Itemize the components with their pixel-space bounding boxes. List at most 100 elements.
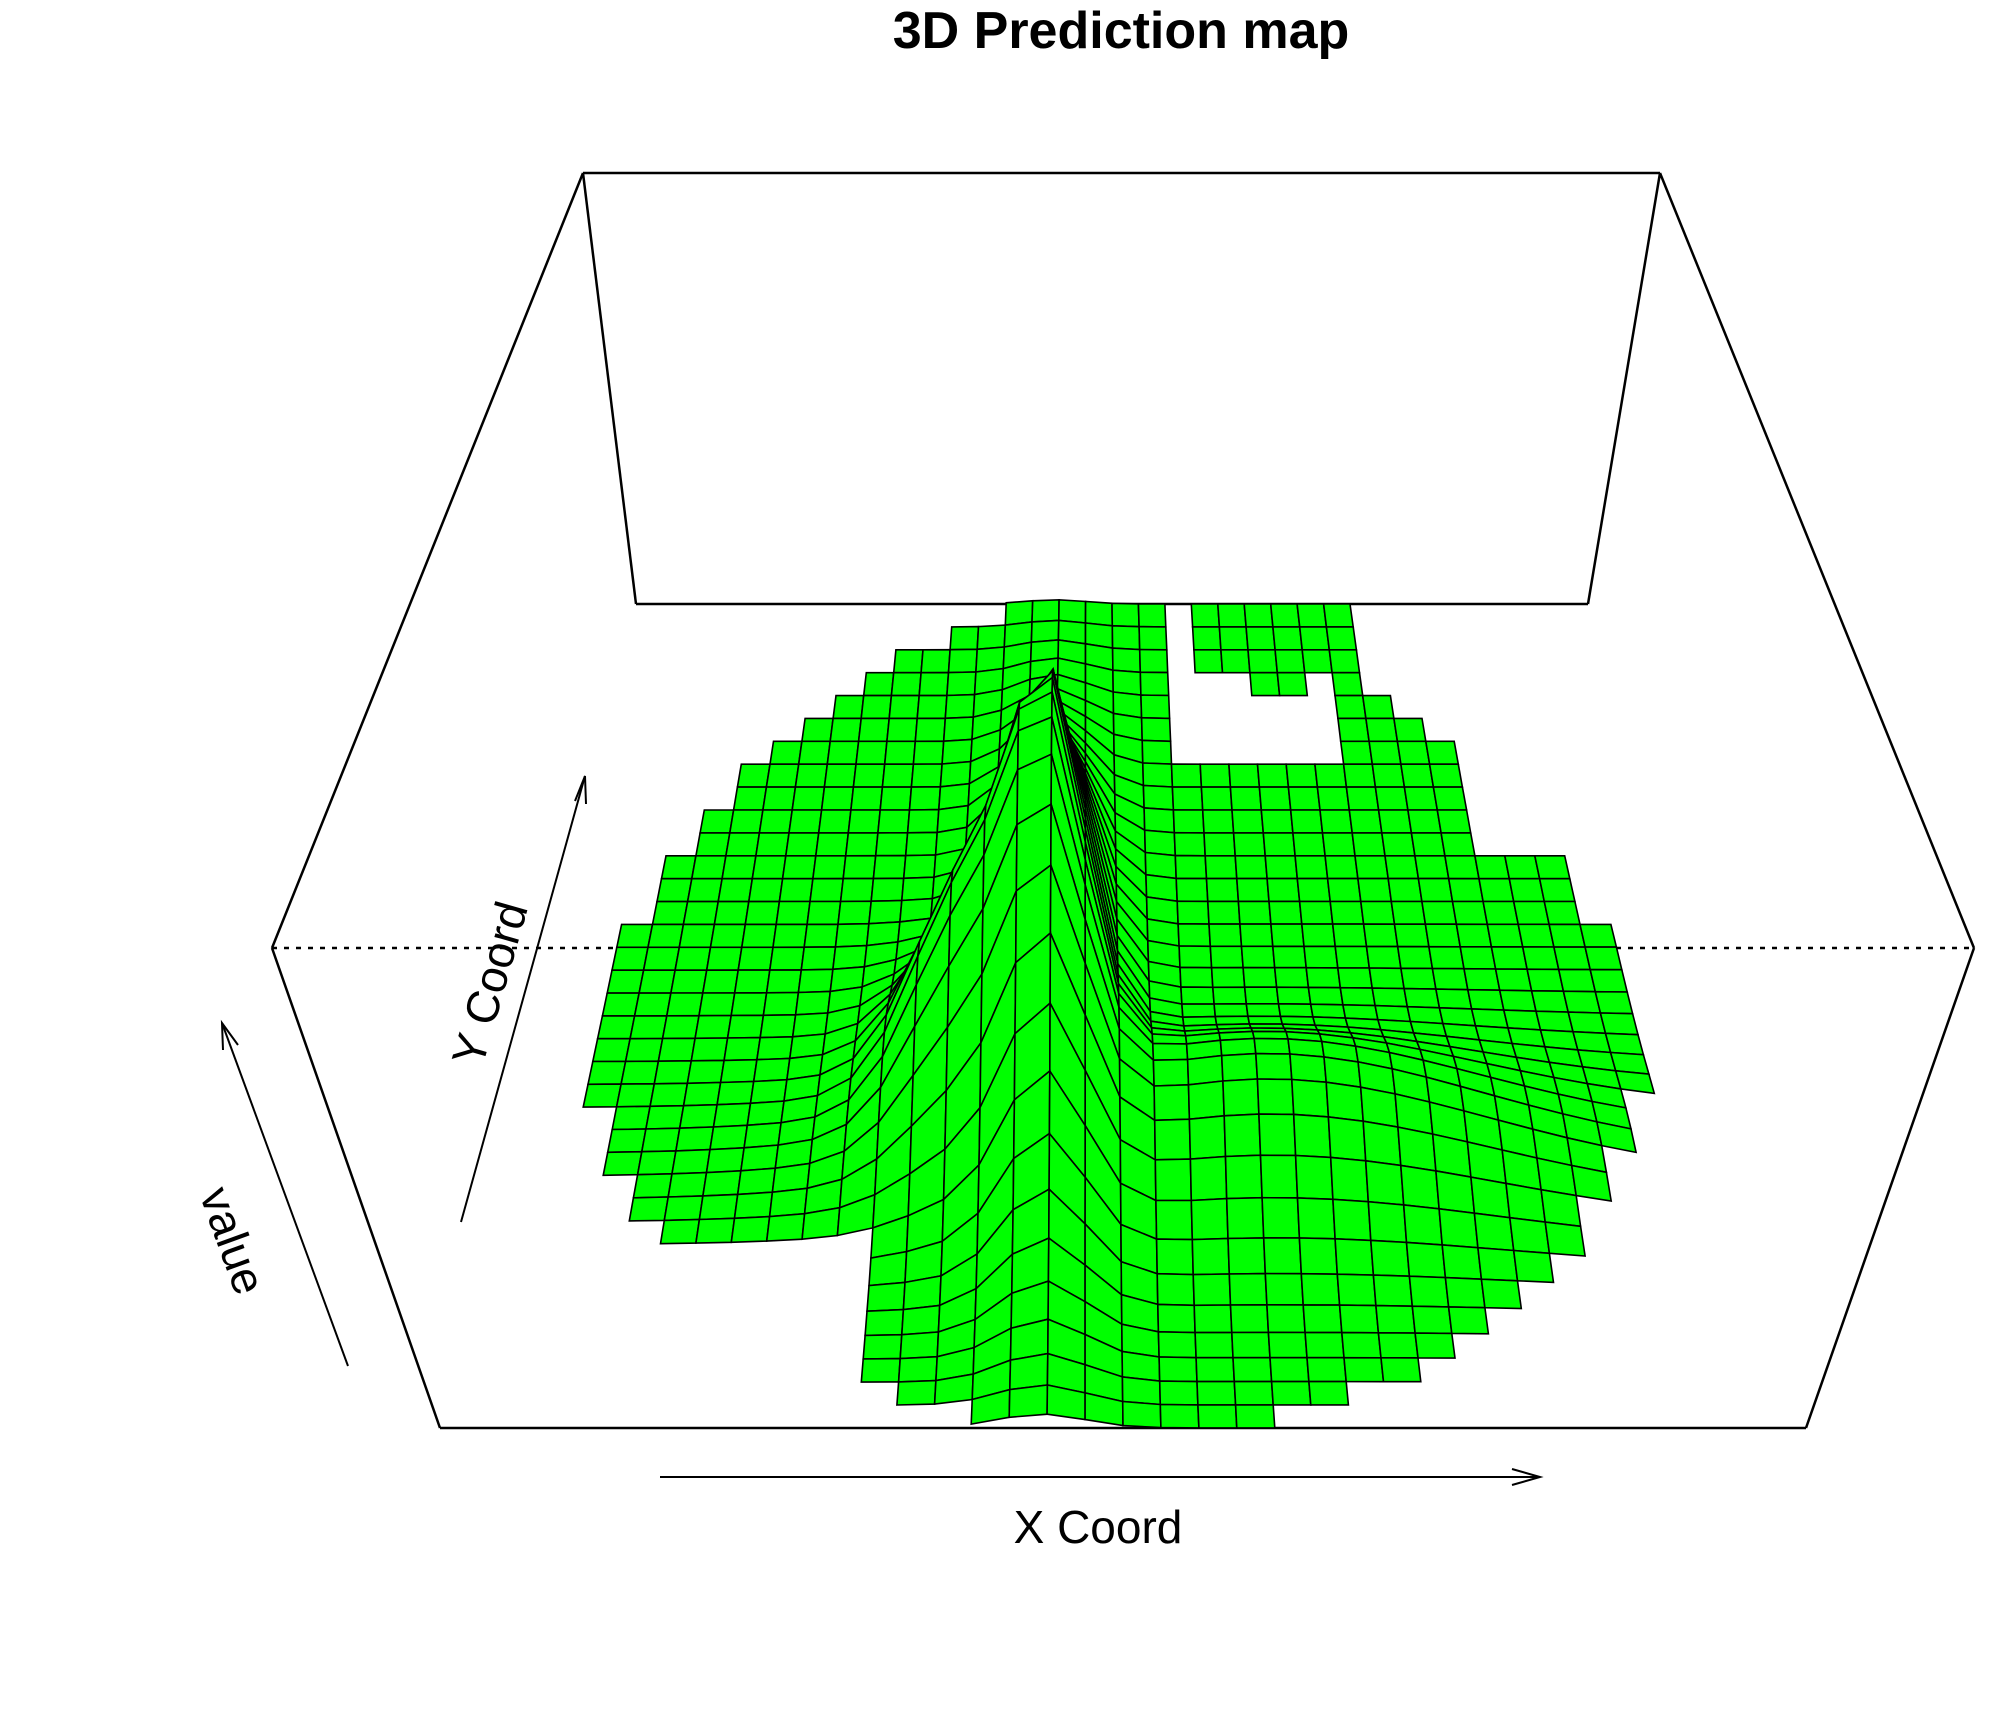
surface-facet [1414,1332,1456,1359]
surface-facet [1411,1305,1453,1335]
surface-facet [1354,854,1390,880]
surface-facet [754,832,790,857]
surface-facet [797,968,834,994]
surface-facet [1424,923,1462,948]
surface-facet [1206,900,1241,925]
surface-facet [1351,832,1386,857]
surface-facet [1521,946,1560,971]
surface-facet [1530,989,1570,1013]
x-axis-arrowhead [1511,1468,1544,1486]
surface-facet [665,992,704,1017]
surface-facet [1254,1052,1293,1081]
surface-facet [651,900,689,926]
surface-facet [1369,1239,1411,1278]
surface-facet [1361,694,1395,720]
surface-facet [862,671,895,697]
surface-facet [1339,740,1374,766]
surface-facet [633,992,672,1017]
surface-facet [850,786,884,811]
surface-facet [1432,786,1468,811]
surface-facet [1232,832,1267,857]
surface-facet [1431,967,1469,991]
surface-facet [1336,1273,1377,1307]
surface-facet [1190,1197,1229,1241]
surface-facet [1570,1164,1613,1202]
surface-facet [803,923,839,949]
surface-facet [657,1037,697,1063]
surface-facet [1482,900,1520,926]
surface-facet [1192,1273,1232,1307]
surface-facet [1275,986,1312,1006]
surface-facet [1292,832,1326,857]
z-axis-arrowhead [220,1019,239,1051]
surface-facet [1195,1356,1236,1383]
box-right-bottom-edge [1804,947,1976,1429]
surface-facet [769,740,803,766]
surface-facet [1175,877,1209,903]
surface-facet [946,671,977,697]
surface-mesh [582,598,1656,1429]
surface-facet [669,969,708,994]
surface-facet [615,923,654,949]
surface-facet [1544,1221,1587,1257]
surface-facet [832,694,865,720]
surface-facet [1057,598,1087,624]
surface-facet [1408,1275,1450,1308]
surface-facet [1368,967,1406,990]
surface-facet [852,763,886,788]
surface-facet [755,1035,794,1061]
surface-facet [944,693,976,720]
surface-facet [1420,900,1458,926]
surface-facet [744,900,781,926]
surface-facet [896,1379,937,1406]
surface-facet [1503,854,1541,880]
surface-facet [724,832,761,857]
surface-facet [1261,1196,1301,1239]
surface-facet [1268,900,1303,925]
surface-facet [781,854,817,880]
surface-facet [1200,786,1233,811]
surface-facet [1258,786,1292,811]
surface-facet [694,1014,733,1040]
surface-facet [1296,877,1332,903]
surface-facet [872,854,907,880]
axis-arrows [220,775,1544,1486]
surface-facet [820,786,855,811]
surface-facet [1405,1241,1447,1279]
surface-facet [920,648,951,674]
surface-facet [709,923,747,949]
surface-facet [1270,923,1305,948]
surface-facet [1451,900,1489,926]
surface-facet [1470,1176,1511,1219]
surface-facet [1340,1331,1382,1359]
surface-facet [615,1082,656,1108]
surface-facet [1595,1120,1638,1154]
surface-facet [674,1126,715,1152]
surface-facet [730,1215,771,1244]
surface-facet [636,1150,677,1176]
surface-facet [1325,1081,1365,1123]
surface-facet [1188,1114,1227,1160]
surface-facet [1336,967,1374,989]
surface-facet [1364,1159,1405,1206]
surface-facet [1325,626,1358,651]
surface-facet [918,671,950,697]
box-left-top-edge [270,172,585,949]
surface-facet [698,1193,739,1221]
surface-facet [1306,1356,1348,1383]
surface-facet [1365,945,1402,970]
surface-facet [1204,854,1238,880]
surface-facet [656,877,693,903]
surface-facet [660,854,697,880]
surface-facet [1287,786,1321,811]
surface-facet [1220,648,1251,674]
surface-facet [1219,1037,1257,1057]
surface-facet [1594,990,1634,1015]
surface-facet [1390,900,1427,926]
surface-facet [739,1144,780,1172]
surface-facet [1362,1120,1402,1167]
surface-facet [897,1355,939,1383]
surface-facet [705,1146,746,1174]
surface-facet [868,899,903,925]
surface-facet [1512,1249,1555,1284]
